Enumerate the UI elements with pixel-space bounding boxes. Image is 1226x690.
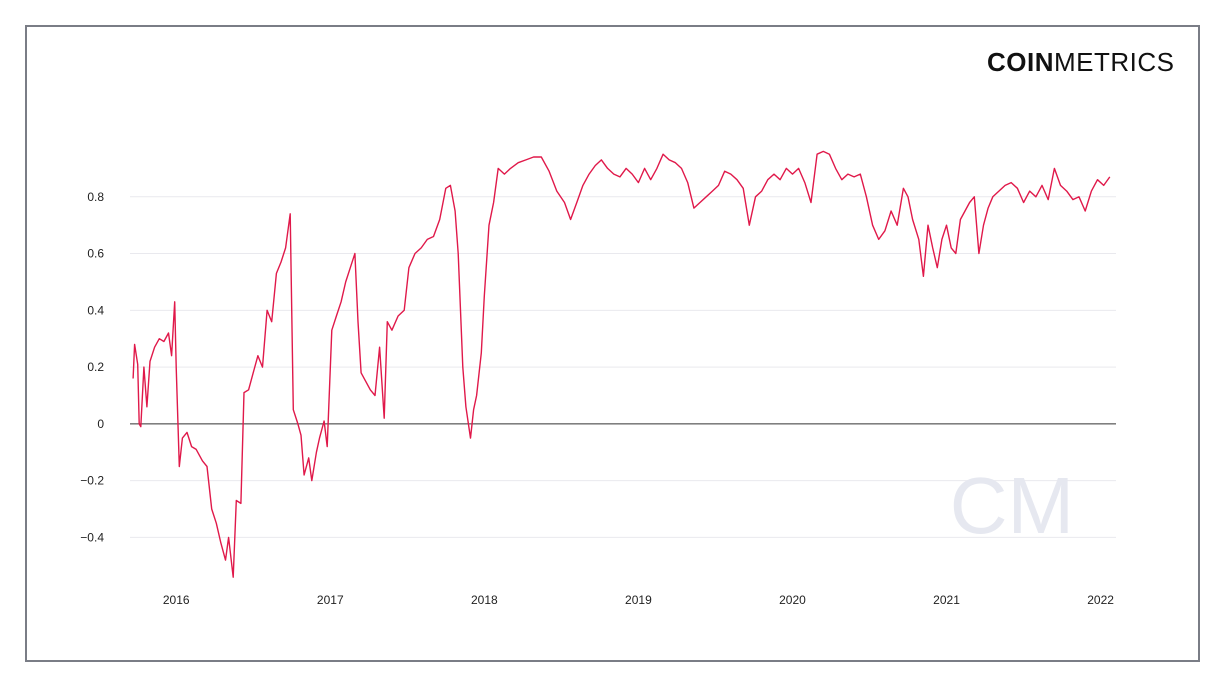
y-tick-label: 0.6 xyxy=(87,247,104,261)
y-axis-ticks: −0.4 −0.2 0 0.2 0.4 0.6 0.8 xyxy=(80,190,104,545)
x-tick-label: 2019 xyxy=(625,593,652,607)
y-tick-label: 0.8 xyxy=(87,190,104,204)
y-tick-label: 0.2 xyxy=(87,360,104,374)
series-layer xyxy=(132,150,1111,578)
x-tick-label: 2021 xyxy=(933,593,960,607)
x-tick-label: 2020 xyxy=(779,593,806,607)
x-tick-label: 2017 xyxy=(317,593,344,607)
chart-frame xyxy=(25,25,1200,662)
x-axis-ticks: 2016 2017 2018 2019 2020 2021 2022 xyxy=(163,593,1114,607)
x-tick-label: 2016 xyxy=(163,593,190,607)
y-tick-label: −0.4 xyxy=(80,530,104,544)
grid-lines xyxy=(130,196,1116,538)
series-line xyxy=(132,150,1111,578)
x-tick-label: 2018 xyxy=(471,593,498,607)
cm-watermark: CM xyxy=(950,461,1074,550)
watermark-text: CM xyxy=(950,461,1074,550)
y-tick-label: −0.2 xyxy=(80,474,104,488)
y-tick-label: 0 xyxy=(97,417,104,431)
x-tick-label: 2022 xyxy=(1087,593,1114,607)
coinmetrics-logo: COINMETRICS xyxy=(987,47,1175,77)
y-tick-label: 0.4 xyxy=(87,303,104,317)
